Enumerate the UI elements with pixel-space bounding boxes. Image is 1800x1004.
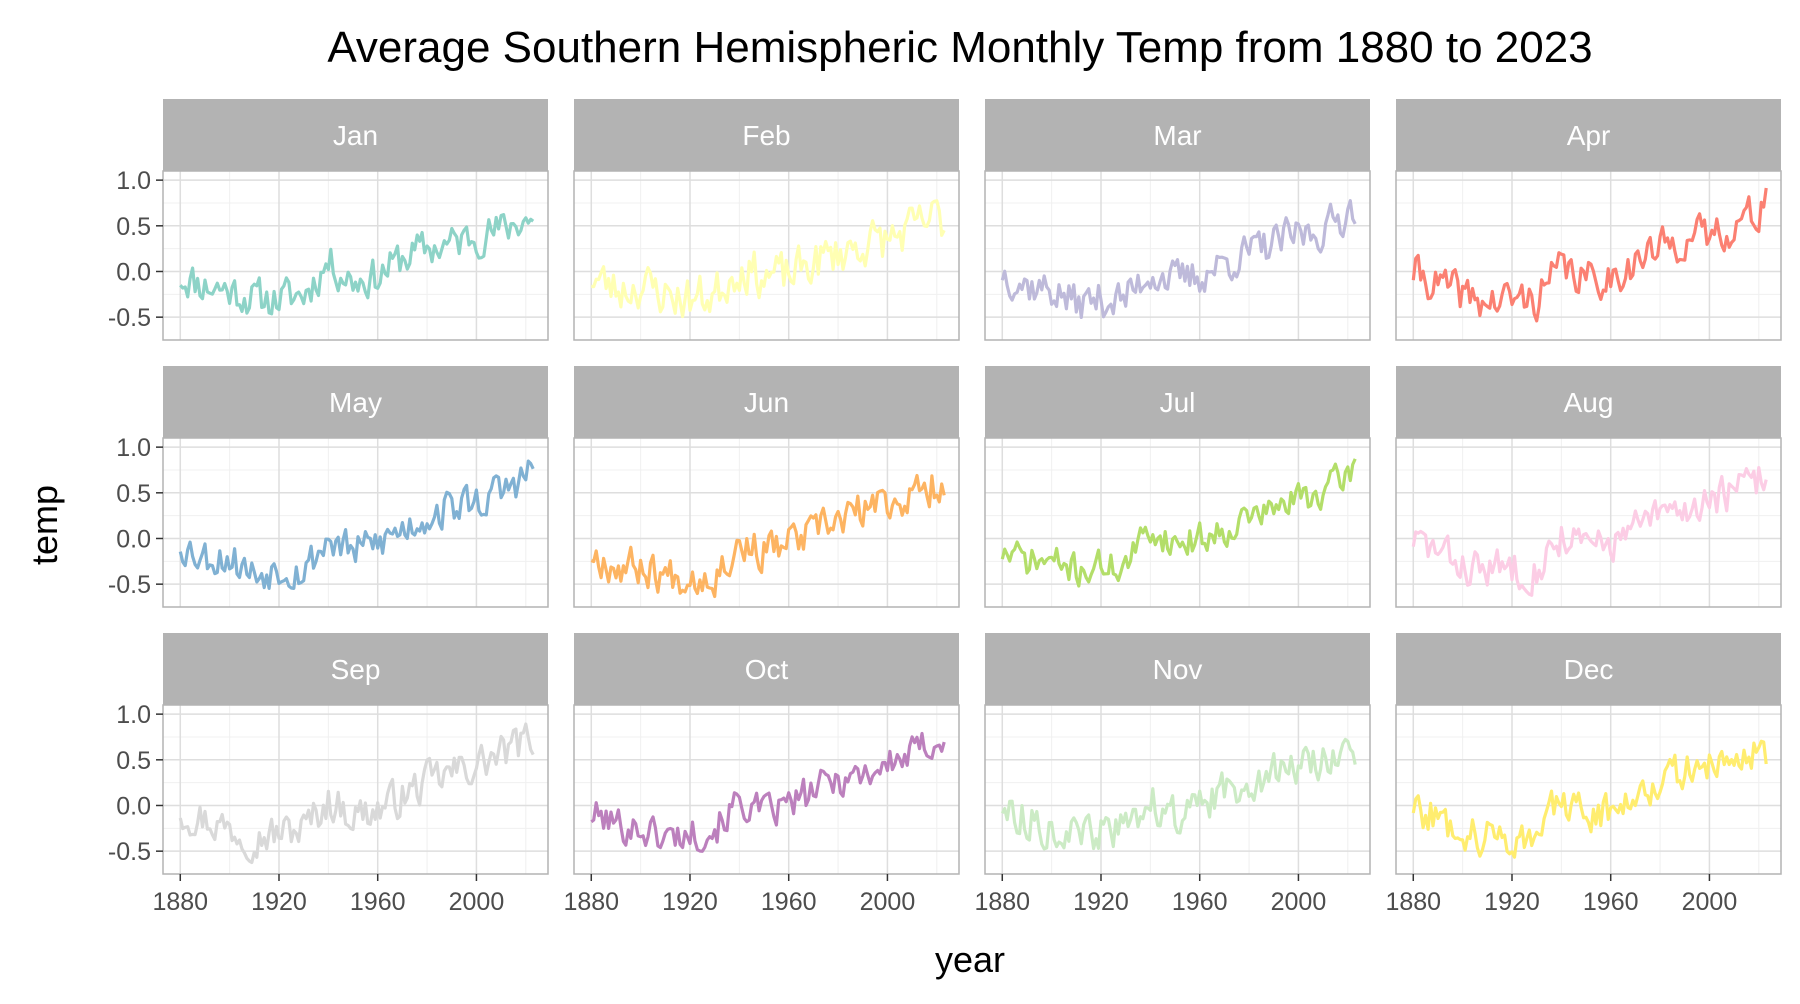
panel-border [162, 437, 549, 608]
facet-strip [163, 633, 548, 705]
facet-strip [1396, 633, 1781, 705]
panel-border [984, 437, 1371, 608]
facet-strip [985, 366, 1370, 438]
panel-border [1395, 170, 1782, 341]
x-tick-label: 1880 [563, 888, 619, 916]
facet-label: Feb [742, 120, 790, 151]
y-tick-label: 1.0 [116, 701, 151, 729]
x-tick-label: 2000 [860, 888, 916, 916]
panel-nov: Nov 1880 1920 1960 2000 [974, 633, 1371, 916]
x-tick-label: 1920 [1073, 888, 1129, 916]
panel-aug: Aug [1395, 366, 1782, 608]
x-tick-label: 1960 [350, 888, 406, 916]
panel-border [573, 437, 960, 608]
panel-border [1395, 704, 1782, 875]
panel-jul: Jul [984, 366, 1371, 608]
y-axis-title: temp [24, 485, 65, 565]
y-tick-label: 1.0 [116, 434, 151, 462]
y-tick-label: 0.0 [116, 525, 151, 553]
panel-apr: Apr [1395, 99, 1782, 341]
facet-label: Nov [1153, 654, 1203, 685]
facet-strip [163, 99, 548, 171]
series-line-jun [590, 473, 946, 599]
facet-strip [574, 366, 959, 438]
y-tick-label: -0.5 [108, 838, 151, 866]
facet-label: May [329, 387, 382, 418]
facet-strip [574, 99, 959, 171]
series-line-jul [1000, 458, 1357, 588]
series-line-aug [1411, 466, 1768, 597]
x-tick-label: 1920 [662, 888, 718, 916]
panel-border [573, 170, 960, 341]
series-line-feb [591, 199, 946, 319]
chart-title: Average Southern Hemispheric Monthly Tem… [327, 23, 1592, 72]
x-tick-label: 1960 [761, 888, 817, 916]
panel-feb: Feb [573, 99, 960, 341]
series-line-oct [590, 731, 946, 853]
x-tick-label: 1960 [1583, 888, 1639, 916]
y-tick-label: -0.5 [108, 304, 151, 332]
facet-label: Aug [1564, 387, 1614, 418]
facet-strip [985, 99, 1370, 171]
facet-label: Oct [745, 654, 789, 685]
panel-may: May 1.0 0.5 0.0 -0.5 [108, 366, 549, 608]
panel-border [573, 704, 960, 875]
panel-border [1395, 437, 1782, 608]
panel-border [984, 170, 1371, 341]
panel-border [984, 704, 1371, 875]
facet-label: Jun [744, 387, 789, 418]
x-tick-label: 1880 [152, 888, 208, 916]
y-tick-label: 0.0 [116, 258, 151, 286]
x-axis-title: year [935, 939, 1005, 980]
x-tick-label: 2000 [449, 888, 505, 916]
facet-label: Apr [1567, 120, 1611, 151]
panel-border [162, 704, 549, 875]
series-line-sep [178, 722, 535, 865]
y-tick-label: 1.0 [116, 167, 151, 195]
facet-strip [985, 633, 1370, 705]
series-line-apr [1411, 187, 1768, 323]
facet-label: Jan [333, 120, 378, 151]
x-tick-label: 1960 [1172, 888, 1228, 916]
panel-oct: Oct 1880 1920 1960 2000 [563, 633, 960, 916]
facet-strip [574, 633, 959, 705]
series-line-mar [1000, 199, 1357, 319]
x-tick-label: 1920 [1484, 888, 1540, 916]
x-tick-label: 1920 [251, 888, 307, 916]
x-tick-label: 2000 [1271, 888, 1327, 916]
y-tick-label: 0.5 [116, 213, 151, 241]
x-tick-label: 2000 [1682, 888, 1738, 916]
panel-mar: Mar [984, 99, 1371, 341]
series-line-nov [1000, 737, 1357, 851]
y-tick-label: 0.5 [116, 480, 151, 508]
series-line-may [178, 459, 535, 591]
facet-strip [163, 366, 548, 438]
facet-label: Sep [331, 654, 381, 685]
series-line-dec [1411, 739, 1768, 859]
x-tick-label: 1880 [1385, 888, 1441, 916]
panels-layer: Jan 1.0 0.5 0.0 -0.5 Feb Mar Apr May 1.0 0.5 0.0 -0.… [108, 99, 1782, 916]
facet-strip [1396, 99, 1781, 171]
y-tick-label: -0.5 [108, 571, 151, 599]
panel-jan: Jan 1.0 0.5 0.0 -0.5 [108, 99, 549, 341]
panel-border [162, 170, 549, 341]
facet-label: Dec [1564, 654, 1614, 685]
facet-strip [1396, 366, 1781, 438]
facet-label: Mar [1153, 120, 1201, 151]
y-tick-label: 0.0 [116, 792, 151, 820]
x-tick-label: 1880 [974, 888, 1030, 916]
panel-jun: Jun [573, 366, 960, 608]
panel-dec: Dec 1880 1920 1960 2000 [1385, 633, 1782, 916]
series-line-jan [179, 213, 535, 316]
facet-label: Jul [1160, 387, 1196, 418]
y-tick-label: 0.5 [116, 747, 151, 775]
